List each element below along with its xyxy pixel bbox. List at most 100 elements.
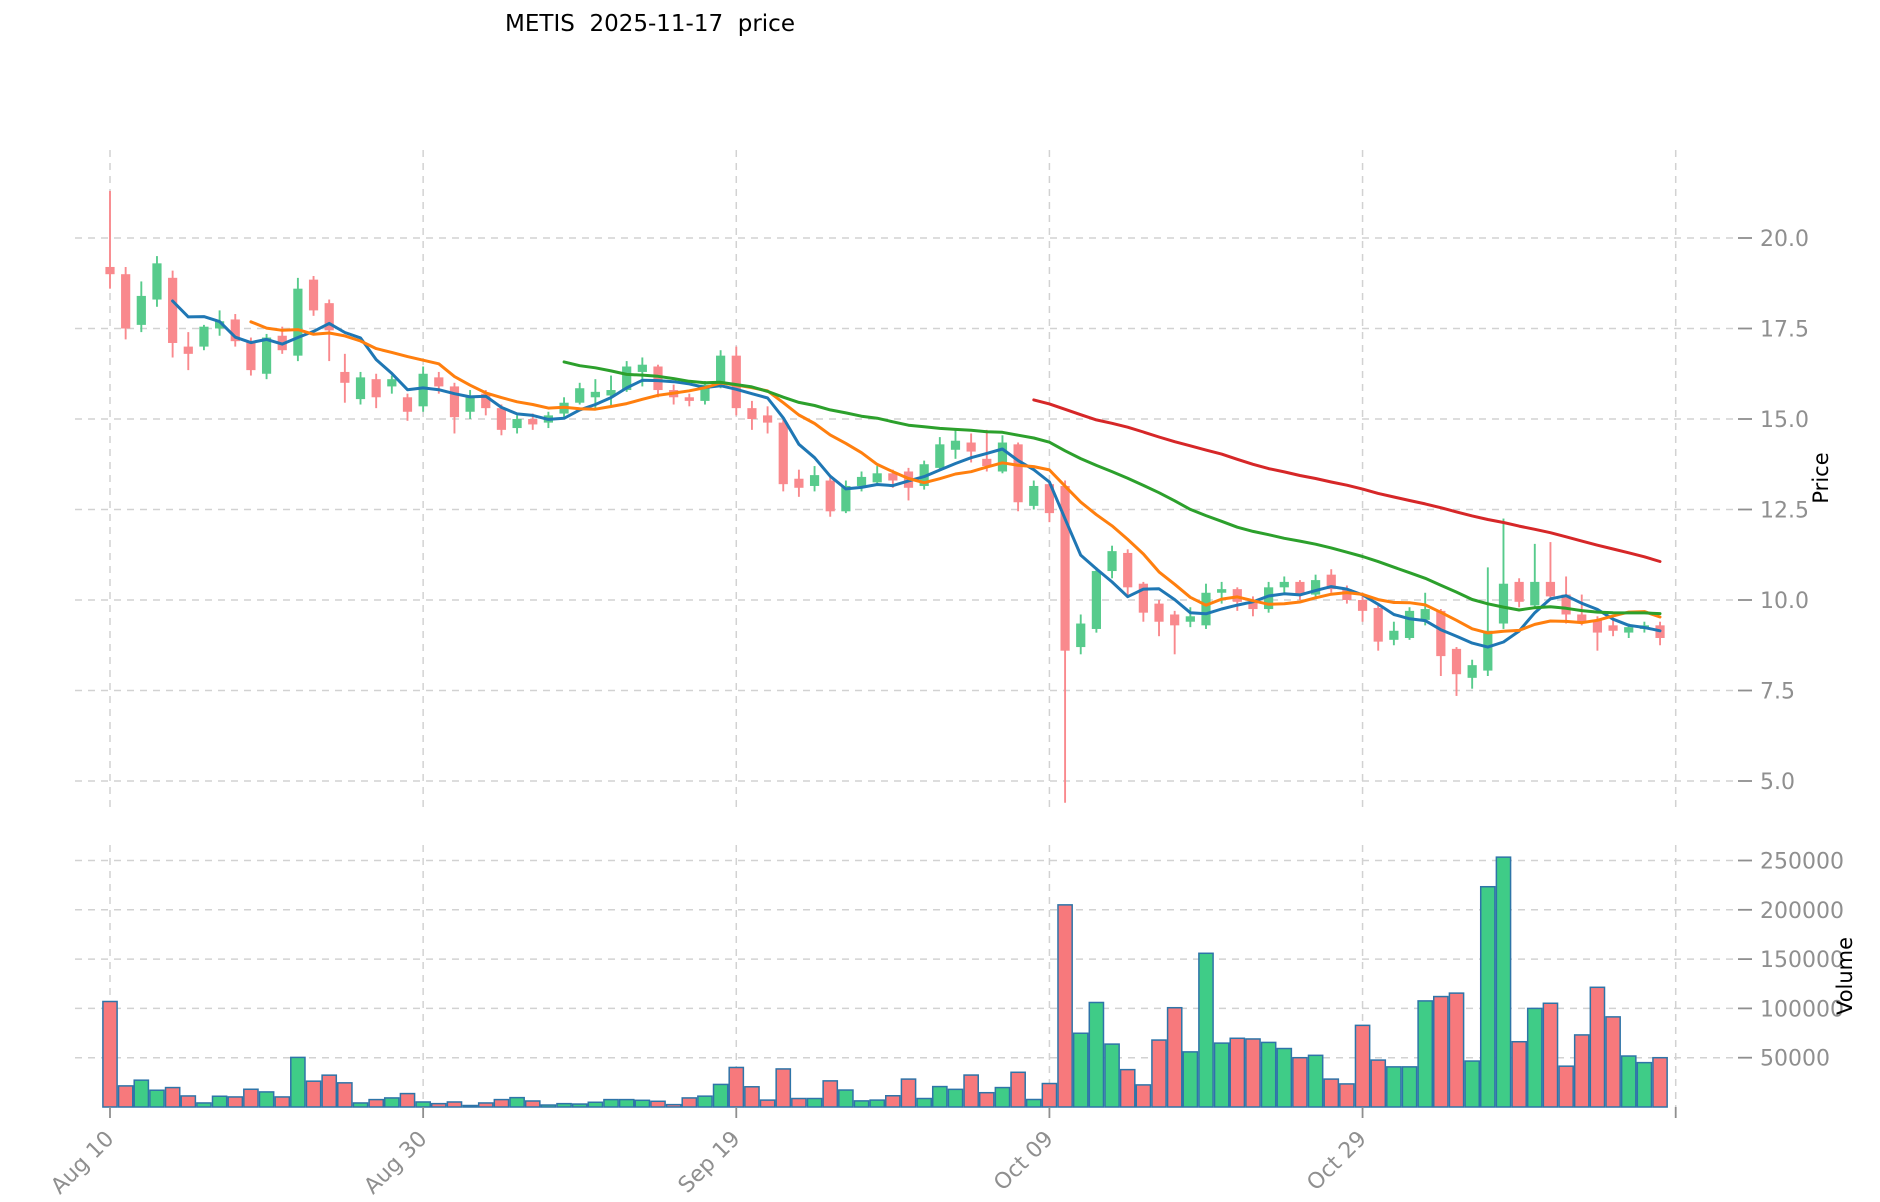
volume-bar <box>1119 1068 1136 1108</box>
candle-body <box>1138 583 1148 613</box>
candle-body <box>1389 630 1399 640</box>
volume-bar <box>540 1104 557 1108</box>
volume-bar <box>1198 952 1214 1108</box>
price-axis-label: Price <box>1809 452 1833 503</box>
candle-body <box>496 408 507 430</box>
volume-bar <box>430 1102 447 1108</box>
candle-body <box>199 326 209 347</box>
volume-bars <box>102 856 1668 1108</box>
sma60-line <box>1032 398 1662 563</box>
volume-bar <box>1151 1039 1167 1108</box>
volume-bar <box>1605 1016 1621 1108</box>
candle-body <box>1264 587 1274 610</box>
volume-bar <box>1386 1066 1402 1108</box>
candle-body <box>340 371 350 383</box>
candle-body <box>1404 610 1415 639</box>
candle-body <box>982 458 992 467</box>
volume-bar <box>1276 1047 1293 1108</box>
volume-bar <box>712 1083 729 1108</box>
candle-body <box>950 440 961 450</box>
volume-bar <box>931 1085 948 1108</box>
volume-bar <box>1307 1054 1324 1108</box>
volume-bar <box>1088 1001 1105 1108</box>
candles <box>105 190 1665 803</box>
volume-bar <box>102 1000 118 1108</box>
candle-body <box>465 395 475 412</box>
volume-bar <box>1182 1051 1199 1108</box>
candle-body <box>1514 581 1524 602</box>
volume-bar <box>1542 1002 1559 1108</box>
candle-body <box>1044 484 1055 514</box>
candle-body <box>606 390 616 396</box>
volume-bar <box>290 1056 306 1108</box>
candle-body <box>1561 594 1571 615</box>
candle-body <box>762 415 773 423</box>
candle-body <box>324 303 334 331</box>
volume-bar <box>243 1088 259 1108</box>
candle-body <box>230 319 240 342</box>
candle-body <box>1592 619 1603 633</box>
candle-body <box>1326 574 1336 590</box>
volume-bar <box>618 1098 635 1108</box>
candle-body <box>512 419 522 429</box>
volume-bar <box>885 1095 901 1108</box>
volume-tick-label: 150000 <box>1760 948 1844 973</box>
volume-bar <box>1025 1098 1042 1108</box>
candle-body <box>246 341 256 371</box>
date-tick-label: Oct 29 <box>1302 1127 1371 1196</box>
candle-body <box>809 475 820 486</box>
candle-body <box>637 364 647 372</box>
volume-bar <box>571 1103 588 1108</box>
volume-bar <box>978 1091 995 1108</box>
volume-tick-label: 50000 <box>1760 1047 1830 1072</box>
candle-body <box>449 386 460 418</box>
candle-body <box>1342 589 1352 600</box>
volume-bar <box>1041 1082 1058 1108</box>
volume-bar <box>1010 1071 1026 1108</box>
volume-bar <box>994 1086 1011 1108</box>
volume-bar <box>947 1088 964 1108</box>
volume-bar <box>775 1068 792 1108</box>
candle-body <box>778 422 788 485</box>
candle-body <box>1373 607 1383 642</box>
volume-bar <box>164 1086 181 1108</box>
candle-body <box>168 277 178 343</box>
price-tick-label: 5.0 <box>1760 770 1795 795</box>
candle-body <box>1060 485 1070 651</box>
candle-body <box>1436 610 1446 657</box>
volume-bar <box>963 1074 979 1108</box>
candle-body <box>1483 630 1493 671</box>
volume-bar <box>1354 1024 1371 1108</box>
volume-bar <box>1229 1037 1246 1108</box>
volume-bar <box>274 1096 291 1108</box>
candle-body <box>825 480 835 512</box>
volume-bar <box>1573 1034 1590 1108</box>
candle-body <box>1295 581 1305 595</box>
candle-body <box>1170 614 1180 626</box>
candle-body <box>261 337 272 374</box>
volume-bar <box>1339 1083 1355 1108</box>
candle-body <box>418 373 428 407</box>
candle-body <box>747 408 757 419</box>
volume-tick-label: 200000 <box>1760 899 1844 924</box>
candle-body <box>152 263 162 300</box>
candle-body <box>1248 601 1258 610</box>
date-tick-label: Oct 09 <box>989 1127 1058 1196</box>
volume-bar <box>1448 992 1465 1108</box>
candle-body <box>888 473 898 481</box>
volume-bar <box>196 1102 212 1108</box>
volume-bar <box>368 1098 385 1108</box>
candle-body <box>700 384 710 401</box>
volume-bar <box>305 1080 322 1108</box>
volume-bar <box>1401 1066 1418 1108</box>
volume-bar <box>1479 885 1496 1108</box>
candle-body <box>622 366 632 391</box>
volume-bar <box>477 1102 494 1108</box>
candle-body <box>575 388 585 403</box>
candle-body <box>872 473 882 483</box>
candle-body <box>1357 600 1368 611</box>
price-tick-label: 7.5 <box>1760 680 1795 705</box>
candle-body <box>1107 551 1117 572</box>
volume-bar <box>1620 1055 1637 1108</box>
